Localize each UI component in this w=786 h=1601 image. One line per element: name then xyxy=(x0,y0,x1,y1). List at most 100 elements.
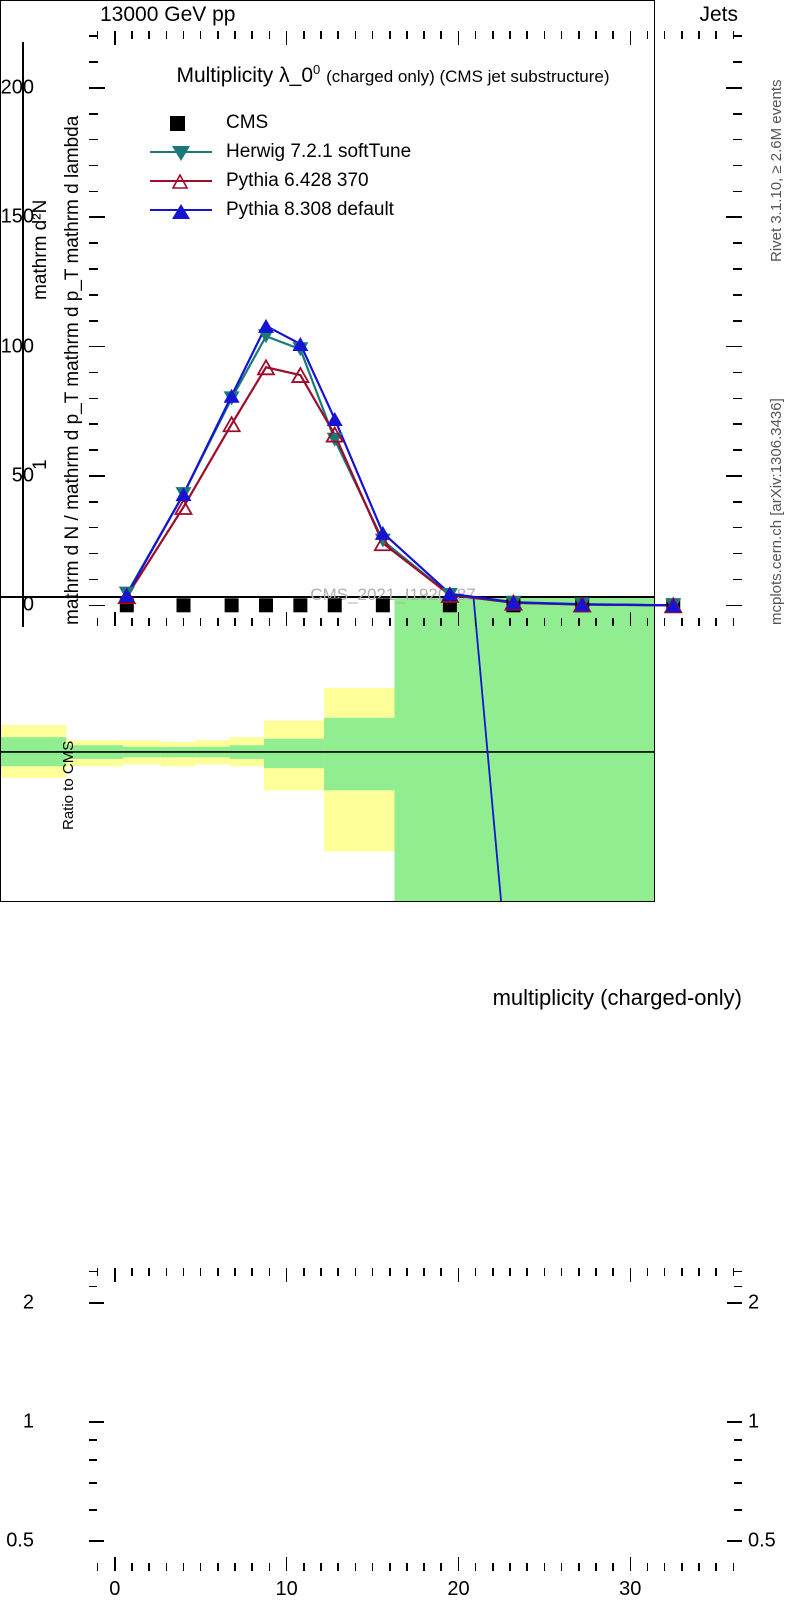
legend-item-pythia8[interactable]: Pythia 8.308 default xyxy=(150,195,411,224)
axis-tick xyxy=(509,618,511,626)
axis-tick xyxy=(89,61,98,63)
axis-tick xyxy=(733,319,742,322)
axis-tick xyxy=(148,1563,150,1571)
axis-tick xyxy=(303,1268,305,1276)
data-point-triangle-up-open xyxy=(222,415,242,433)
axis-tick xyxy=(406,1563,408,1571)
axis-tick xyxy=(612,1268,614,1276)
axis-tick xyxy=(727,1540,742,1542)
axis-tick xyxy=(681,31,683,39)
axis-tick xyxy=(440,1268,443,1276)
axis-tick xyxy=(733,61,742,63)
yaxis-tick-label-200: 200 xyxy=(0,76,34,99)
yaxis-tick-label-150: 150 xyxy=(0,205,34,228)
axis-tick xyxy=(423,618,425,626)
axis-tick xyxy=(577,31,580,39)
main-plot-panel xyxy=(0,0,655,597)
axis-tick xyxy=(165,1563,168,1571)
axis-tick xyxy=(734,1508,742,1511)
axis-tick xyxy=(285,612,288,626)
axis-tick xyxy=(199,31,202,39)
axis-tick xyxy=(89,242,98,244)
axis-tick xyxy=(285,1268,288,1282)
axis-tick xyxy=(89,1439,97,1441)
axis-tick xyxy=(148,1268,150,1276)
axis-tick xyxy=(732,618,735,626)
axis-tick xyxy=(89,475,105,477)
axis-tick xyxy=(371,618,374,626)
axis-tick xyxy=(217,31,219,39)
axis-tick xyxy=(251,31,254,39)
axis-tick xyxy=(560,1268,563,1276)
axis-tick xyxy=(726,87,742,89)
data-point-triangle-up xyxy=(257,318,274,333)
axis-tick xyxy=(89,87,105,89)
axis-tick xyxy=(734,1270,742,1273)
axis-tick xyxy=(681,1563,683,1571)
axis-tick xyxy=(89,138,98,141)
legend-key-herwig xyxy=(150,141,212,163)
axis-tick xyxy=(182,31,185,39)
axis-tick xyxy=(89,1285,97,1288)
legend-item-herwig[interactable]: Herwig 7.2.1 softTune xyxy=(150,137,411,166)
data-point-triangle-up xyxy=(326,412,343,427)
axis-tick xyxy=(423,31,425,39)
axis-tick xyxy=(560,1563,563,1571)
axis-tick xyxy=(354,1268,357,1276)
legend-item-cms[interactable]: CMS xyxy=(150,108,411,137)
axis-tick xyxy=(440,31,443,39)
ratio-band-inner xyxy=(263,738,325,769)
axis-tick xyxy=(457,1557,460,1571)
main-plot-canvas xyxy=(117,318,683,614)
axis-tick xyxy=(285,1557,288,1571)
axis-tick xyxy=(698,1268,700,1276)
axis-tick xyxy=(268,1563,271,1571)
axis-tick xyxy=(492,1268,494,1276)
axis-tick xyxy=(733,578,742,581)
axis-tick xyxy=(89,1421,104,1423)
data-point-square-filled xyxy=(258,598,273,613)
axis-tick xyxy=(89,294,98,296)
legend-label-pythia6: Pythia 6.428 370 xyxy=(226,169,369,191)
axis-tick xyxy=(89,268,98,270)
data-point-square-filled xyxy=(224,598,239,613)
xaxis-tick-label-30: 30 xyxy=(619,1578,642,1600)
axis-tick xyxy=(509,1563,511,1571)
data-point-triangle-up xyxy=(292,337,309,352)
data-point-triangle-up xyxy=(441,586,458,601)
axis-tick xyxy=(663,618,666,626)
axis-tick xyxy=(509,1268,511,1276)
main-axis-decorations: 0 50 100 150 200 xyxy=(0,0,786,640)
axis-tick xyxy=(131,618,133,626)
data-point-triangle-up xyxy=(374,525,391,540)
axis-tick xyxy=(646,618,649,626)
axis-tick xyxy=(268,31,271,39)
axis-tick xyxy=(734,1459,742,1462)
legend: CMS Herwig 7.2.1 softTune Pythia 6.428 3… xyxy=(150,108,411,224)
axis-tick xyxy=(732,31,735,39)
ratio-yaxis-label: Ratio to CMS xyxy=(60,740,77,830)
axis-tick xyxy=(733,268,742,270)
axis-tick xyxy=(113,1557,116,1571)
legend-key-pythia8 xyxy=(150,199,212,221)
axis-tick xyxy=(612,31,614,39)
axis-tick xyxy=(734,1439,742,1441)
axis-tick xyxy=(320,31,322,39)
plot-title-main: Multiplicity λ_0 xyxy=(176,64,314,87)
legend-item-pythia6[interactable]: Pythia 6.428 370 xyxy=(150,166,411,195)
analysis-id-watermark: CMS_2021_I1920187 xyxy=(310,585,476,604)
axis-tick xyxy=(734,1285,742,1288)
axis-tick xyxy=(131,31,133,39)
axis-tick xyxy=(726,475,742,477)
axis-tick xyxy=(251,1563,254,1571)
ratio-line xyxy=(472,598,502,901)
yaxis-tick-label-100: 100 xyxy=(0,335,34,358)
data-point-square-filled xyxy=(176,598,191,613)
axis-tick xyxy=(543,31,546,39)
axis-tick xyxy=(492,1563,494,1571)
axis-tick xyxy=(577,618,580,626)
axis-tick xyxy=(89,164,98,167)
axis-tick xyxy=(234,618,236,626)
axis-tick xyxy=(285,31,288,45)
axis-tick xyxy=(89,112,98,115)
